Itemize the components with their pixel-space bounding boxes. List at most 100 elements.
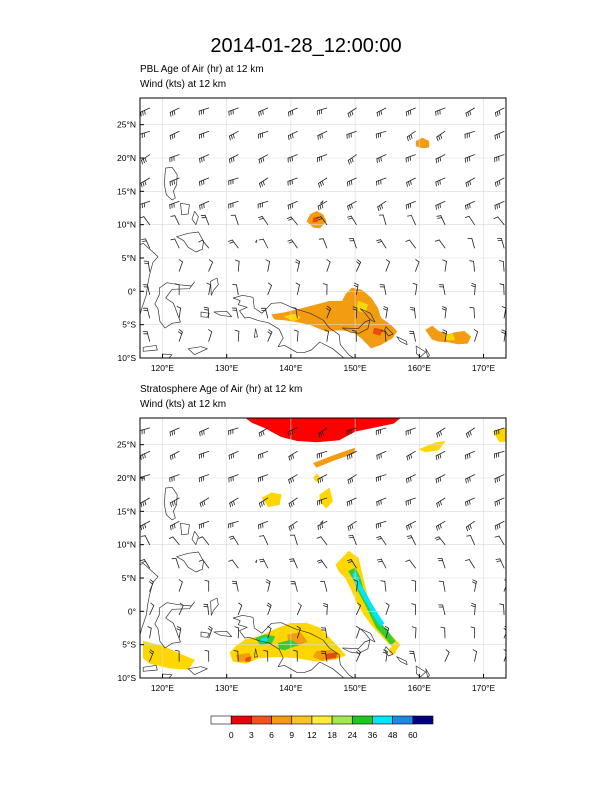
wind-barb-flag [318,433,321,438]
wind-barb [376,154,387,160]
wind-barb-flag [291,203,294,208]
wind-barb [385,307,388,319]
wind-barb-flag [229,537,235,540]
wind-barb-flag [289,560,295,562]
wind-barb-flag [258,558,264,561]
wind-barb [444,307,447,319]
wind-barb-flag [321,629,327,631]
wind-barb-flag [178,579,183,583]
wind-barb [237,260,240,272]
wind-barb [178,605,184,616]
x-tick-label: 170°E [472,363,496,373]
wind-barb-flag [442,329,448,332]
wind-barb [175,558,180,569]
wind-barb [236,284,239,296]
wind-barb [383,284,387,296]
y-tick-label: 25°N [117,120,136,130]
y-tick-label: 5°N [122,253,136,263]
wind-barb [444,260,447,272]
wind-barb-flag [260,110,262,116]
x-tick-label: 140°E [279,363,303,373]
wind-barb-flag [467,181,470,187]
x-tick-label: 160°E [408,683,432,693]
wind-barb [234,214,239,226]
wind-barb [326,261,331,272]
wind-barb [293,534,298,546]
wind-barb [324,627,328,639]
wind-barb-flag [349,525,352,530]
wind-barb-flag [234,329,240,332]
wind-barb [140,427,151,432]
wind-barb-flag [347,159,350,165]
wind-barb-flag [350,203,353,209]
wind-barb-flag [494,134,496,140]
wind-barb [465,200,475,206]
wind-barb [169,200,180,206]
wind-barb [464,130,475,135]
wind-barb-flag [199,431,201,437]
wind-barb [413,651,416,662]
wind-barb-flag [203,605,209,608]
wind-barb-flag [468,453,471,458]
wind-barb-flag [380,580,386,582]
wind-barb [326,604,328,616]
fill-region [261,492,282,508]
wind-barb [288,450,298,458]
wind-barb-flag [229,502,232,508]
wind-barb-flag [471,282,476,286]
wind-barb-flag [351,477,354,482]
wind-barb [147,284,151,296]
wind-barb-flag [347,205,349,211]
wind-barb [140,200,151,205]
wind-barb [208,261,214,272]
wind-barb-flag [496,524,499,530]
wind-barb-flag [466,453,469,459]
wind-barb [257,474,269,479]
wind-barb-flag [408,135,411,140]
plot-frame [139,97,507,359]
wind-barb-flag [140,535,146,537]
wind-barb-flag [376,158,378,164]
wind-barb-flag [469,476,471,482]
wind-barb-flag [260,501,263,507]
wind-barb [317,177,328,184]
wind-barb [231,559,239,569]
wind-barb-flag [266,604,271,608]
wind-barb [375,130,387,135]
wind-barb-flag [142,524,144,530]
wind-barb [406,177,416,183]
wind-barb-flag [147,626,152,629]
wind-barb-flag [198,239,203,243]
wind-barb-flag [348,454,351,459]
coastline [320,200,324,204]
coastline [341,639,371,654]
wind-barb-flag [149,649,154,653]
fill-region [313,447,356,468]
wind-barb-flag [317,182,321,188]
wind-barb-flag [436,538,441,541]
plot-area [140,98,506,358]
wind-barb-flag [318,561,323,564]
wind-barb-flag [384,625,390,629]
wind-barb [169,497,180,504]
wind-barb-flag [350,179,353,185]
coastline [255,559,258,564]
wind-barb-flag [173,429,176,435]
colorbar-swatch [251,715,272,725]
wind-barb-flag [437,477,440,483]
y-tick-label: 5°N [122,573,136,583]
wind-barb [474,604,476,616]
colorbar: 0 3 6 9 12 18 24 36 48 60 [210,715,434,740]
wind-barb [296,284,300,296]
wind-barb-flag [268,329,273,333]
wind-barb [172,536,180,546]
wind-barb [494,177,505,184]
wind-barb [347,200,357,207]
wind-barb-flag [203,306,209,309]
wind-barb-flag [170,238,176,241]
wind-barb-flag [380,330,386,332]
wind-barb-flag [494,535,500,538]
wind-barb-flag [142,240,147,242]
wind-barb-flag [204,649,210,652]
wind-barb-flag [259,535,265,537]
